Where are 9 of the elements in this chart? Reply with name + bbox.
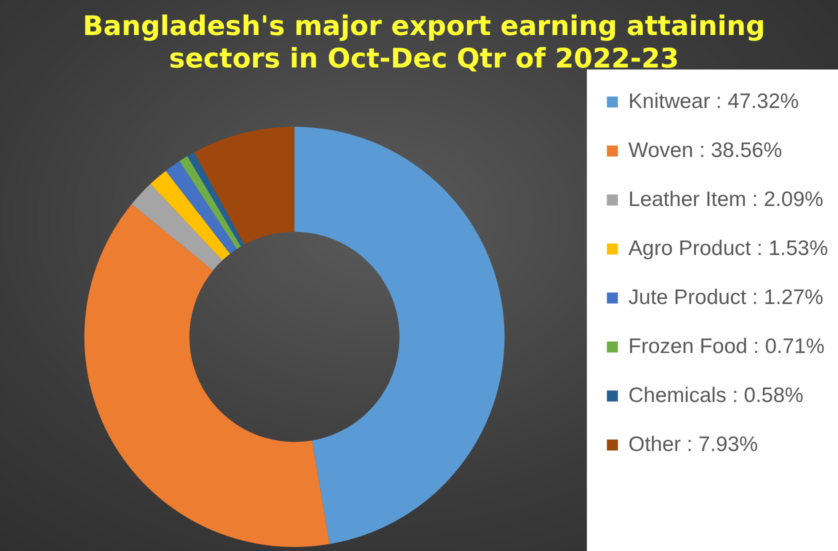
legend-label: Leather Item : 2.09% [628, 188, 824, 211]
legend-label: Jute Product : 1.27% [628, 286, 824, 309]
legend-label: Knitwear : 47.32% [628, 90, 799, 113]
legend-label: Other : 7.93% [628, 432, 758, 456]
legend-label: Agro Product : 1.53% [628, 236, 828, 260]
chart-title: Bangladesh's major export earning attaining sectors in Oct-Dec Qtr of 2022-23 [82, 11, 766, 75]
legend-label: Frozen Food : 0.71% [628, 334, 824, 358]
legend-label: Woven : 38.56% [628, 138, 782, 162]
legend-label: Chemicals : 0.58% [628, 384, 804, 407]
